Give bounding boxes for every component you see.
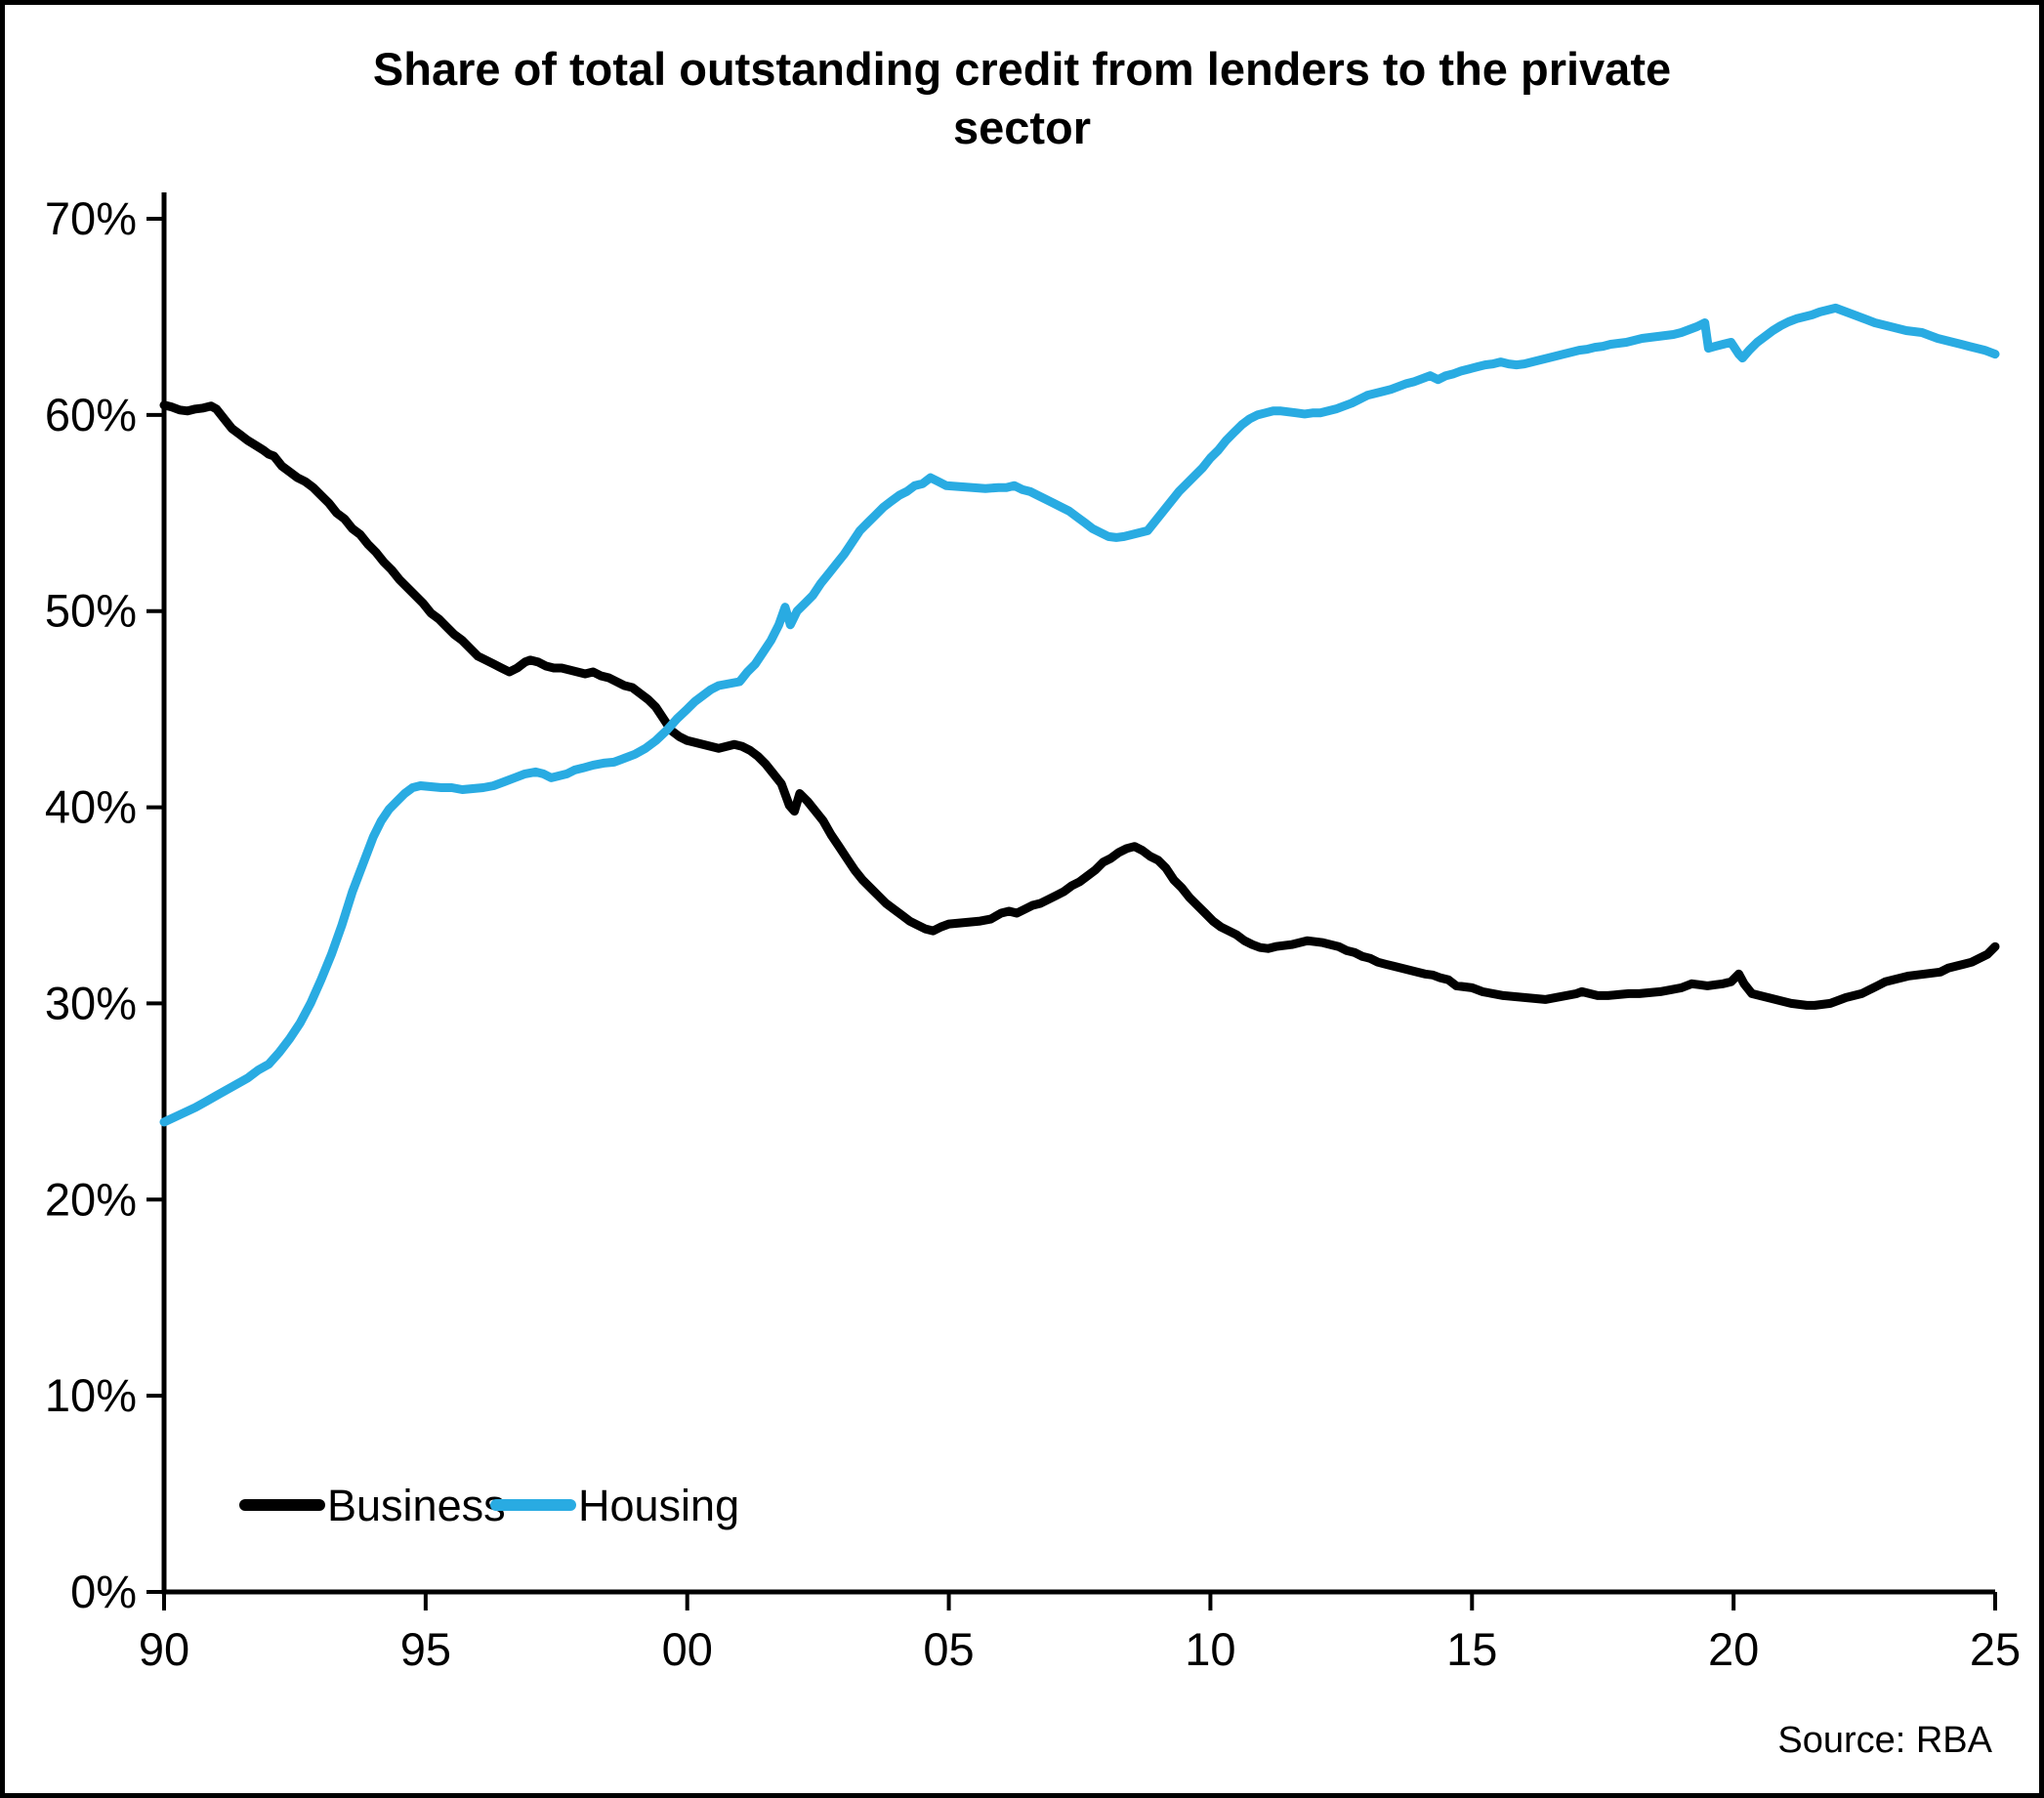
x-tick-label: 05 bbox=[923, 1623, 974, 1675]
y-tick-label: 30% bbox=[45, 977, 137, 1028]
legend-label-housing: Housing bbox=[578, 1481, 739, 1530]
y-tick-label: 20% bbox=[45, 1173, 137, 1225]
x-tick-label: 10 bbox=[1185, 1623, 1235, 1675]
chart-title-line2: sector bbox=[952, 102, 1092, 154]
y-tick-label: 40% bbox=[45, 781, 137, 833]
source-label: Source: RBA bbox=[1777, 1720, 1992, 1761]
legend-label-business: Business bbox=[327, 1481, 506, 1530]
y-tick-label: 0% bbox=[70, 1566, 137, 1617]
x-tick-label: 00 bbox=[662, 1623, 713, 1675]
chart-title-line1: Share of total outstanding credit from l… bbox=[372, 43, 1672, 95]
series-line-housing bbox=[159, 303, 2000, 1127]
x-tick-label: 90 bbox=[139, 1623, 189, 1675]
series-line-business bbox=[159, 400, 2000, 1010]
x-tick-label: 20 bbox=[1708, 1623, 1759, 1675]
chart-title: Share of total outstanding credit from l… bbox=[5, 40, 2039, 157]
line-chart: 0% 10% 20% 30% 40% 50% 60% 70% 90 95 00 05 10 15 20 25 B… bbox=[45, 192, 2021, 1675]
x-tick-label: 15 bbox=[1446, 1623, 1497, 1675]
y-tick-label: 50% bbox=[45, 585, 137, 637]
y-tick-label: 70% bbox=[45, 192, 137, 244]
y-tick-label: 10% bbox=[45, 1369, 137, 1421]
x-tick-label: 25 bbox=[1970, 1623, 2021, 1675]
x-tick-label: 95 bbox=[400, 1623, 451, 1675]
y-tick-label: 60% bbox=[45, 389, 137, 440]
